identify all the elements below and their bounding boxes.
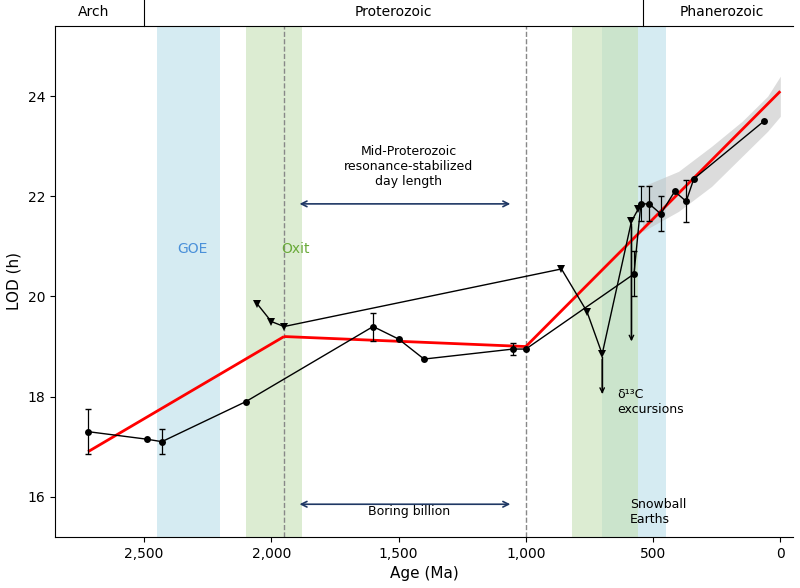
Y-axis label: LOD (h): LOD (h) (7, 252, 22, 310)
Text: Proterozoic: Proterozoic (354, 5, 432, 19)
Text: Boring billion: Boring billion (368, 505, 450, 518)
Bar (157, 26, 221, 537)
Text: Oxit: Oxit (282, 242, 310, 256)
Text: Phanerozoic: Phanerozoic (680, 5, 764, 19)
Text: Mid-Proterozoic
resonance-stabilized
day length: Mid-Proterozoic resonance-stabilized day… (344, 145, 474, 188)
Bar (246, 26, 302, 537)
Text: Arch: Arch (78, 5, 109, 19)
X-axis label: Age (Ma): Age (Ma) (390, 566, 458, 581)
Bar (602, 26, 666, 537)
Text: Snowball
Earths: Snowball Earths (630, 498, 686, 526)
Text: GOE: GOE (178, 242, 207, 256)
Text: δ¹³C
excursions: δ¹³C excursions (618, 387, 684, 416)
Bar (572, 26, 638, 537)
